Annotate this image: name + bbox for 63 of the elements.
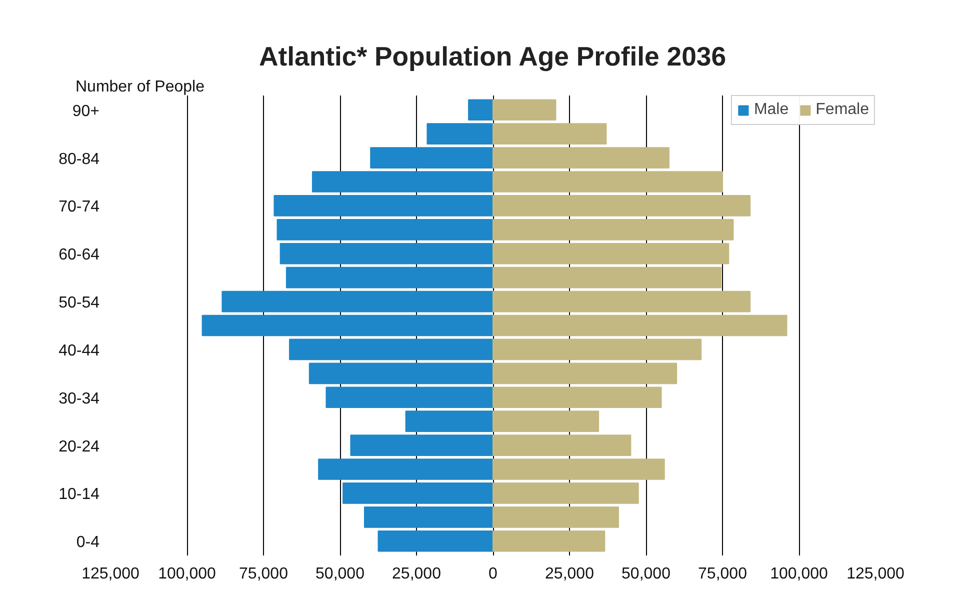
- bar: [468, 99, 494, 121]
- y-tick-label: 40-44: [58, 342, 100, 360]
- bar: [426, 123, 494, 145]
- bar: [276, 218, 494, 240]
- y-tick-label: 60-64: [58, 246, 100, 264]
- x-tick-label: 125,000: [82, 566, 140, 582]
- bar: [202, 314, 494, 336]
- bar: [312, 171, 494, 192]
- x-tick-label: 75,000: [239, 566, 288, 582]
- bar: [492, 147, 670, 168]
- y-tick-label: 10-14: [58, 486, 100, 504]
- x-tick-label: 100,000: [158, 566, 216, 582]
- y-tick-label: 80-84: [58, 150, 100, 168]
- x-tick-label: 0: [488, 566, 498, 582]
- x-tick-label: 75,000: [698, 566, 748, 582]
- y-tick-label: 30-34: [58, 390, 100, 408]
- bar: [492, 195, 751, 216]
- y-tick-label: 20-24: [58, 438, 100, 456]
- bar: [492, 123, 607, 145]
- x-tick-label: 50,000: [316, 566, 365, 582]
- bar: [222, 290, 494, 312]
- bar: [492, 266, 722, 288]
- bar: [280, 242, 494, 264]
- legend-label: Male: [754, 101, 789, 119]
- bar: [318, 458, 494, 480]
- bar: [289, 338, 494, 360]
- bar: [492, 314, 788, 336]
- bar: [405, 410, 494, 432]
- y-tick-label: 70-74: [58, 198, 100, 216]
- bar: [492, 362, 678, 384]
- x-tick-label: 100,000: [770, 566, 828, 582]
- y-tick-label: 50-54: [58, 294, 100, 312]
- bar: [492, 506, 619, 528]
- bar: [492, 434, 632, 456]
- bar: [492, 458, 665, 480]
- x-tick-label: 125,000: [846, 566, 905, 582]
- bar: [350, 434, 494, 456]
- bar: [342, 482, 494, 504]
- bar: [492, 242, 730, 264]
- chart-title: Atlantic* Population Age Profile 2036: [258, 42, 726, 72]
- y-tick-label: 0-4: [76, 534, 100, 552]
- bar: [492, 290, 751, 312]
- bar: [492, 386, 662, 408]
- bar: [378, 530, 494, 552]
- bar: [492, 99, 556, 121]
- bar: [308, 362, 494, 384]
- bar: [492, 171, 723, 192]
- y-tick-label: 90+: [72, 102, 100, 120]
- bar: [364, 506, 494, 528]
- bar: [286, 266, 494, 288]
- x-tick-label: 25,000: [392, 566, 442, 582]
- bar: [492, 530, 606, 552]
- bar: [370, 147, 494, 168]
- bar: [326, 386, 494, 408]
- bar: [492, 218, 734, 240]
- bar: [492, 338, 702, 360]
- x-tick-label: 25,000: [545, 566, 594, 582]
- bar: [492, 482, 639, 504]
- legend-label: Female: [816, 101, 869, 119]
- bar: [274, 195, 494, 216]
- x-tick-label: 50,000: [622, 566, 671, 582]
- bar: [492, 410, 600, 432]
- x-axis-title: Number of People: [76, 78, 205, 96]
